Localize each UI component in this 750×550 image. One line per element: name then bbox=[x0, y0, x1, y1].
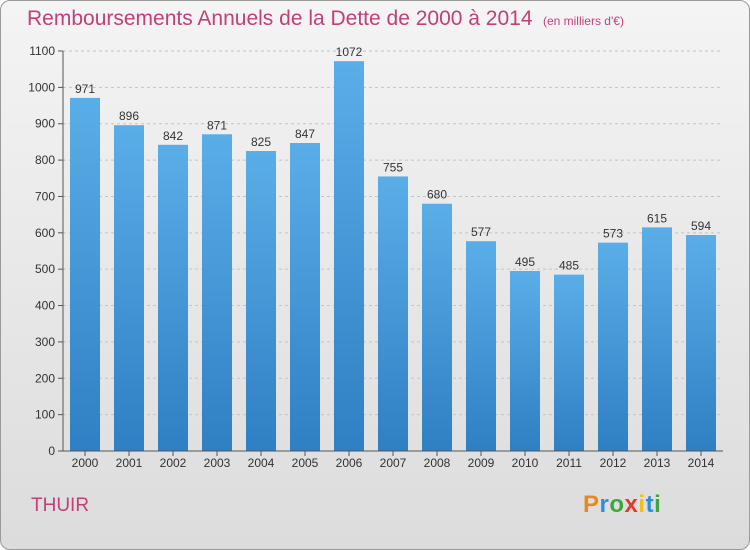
x-axis: 2000 2001 2002 2003 2004 2005 2006 2007 2008 2009… bbox=[63, 450, 723, 470]
bar-value-label: 755 bbox=[383, 160, 403, 174]
x-tick-label: 2008 bbox=[424, 456, 451, 470]
bar-value-label: 573 bbox=[603, 227, 623, 241]
bar-value-label: 847 bbox=[295, 127, 315, 141]
bar bbox=[686, 235, 716, 451]
bar bbox=[334, 61, 364, 451]
bar-value-label: 485 bbox=[559, 259, 579, 273]
bar bbox=[642, 227, 672, 451]
bar bbox=[246, 151, 276, 451]
y-tick-label: 500 bbox=[35, 262, 55, 276]
bar-value-label: 971 bbox=[75, 82, 95, 96]
bar bbox=[378, 176, 408, 452]
y-tick-label: 0 bbox=[48, 444, 55, 458]
bar-value-label: 577 bbox=[471, 225, 491, 239]
bar bbox=[290, 143, 320, 451]
bar bbox=[114, 125, 144, 451]
logo-letter: i bbox=[638, 491, 646, 518]
bar-value-label: 615 bbox=[647, 211, 667, 225]
bar-value-label: 896 bbox=[119, 109, 139, 123]
x-tick-label: 2009 bbox=[468, 456, 495, 470]
y-tick-label: 800 bbox=[35, 153, 55, 167]
bar-value-label: 1072 bbox=[336, 45, 363, 59]
x-tick-label: 2004 bbox=[248, 456, 275, 470]
logo-letter: x bbox=[624, 491, 639, 518]
bar-value-label: 594 bbox=[691, 219, 711, 233]
y-tick-label: 900 bbox=[35, 117, 55, 131]
bars bbox=[70, 61, 716, 452]
bar-value-label: 842 bbox=[163, 129, 183, 143]
proxiti-logo: Proxiti bbox=[583, 491, 661, 519]
x-tick-label: 2014 bbox=[688, 456, 715, 470]
bar-value-label: 825 bbox=[251, 135, 271, 149]
bar bbox=[510, 271, 540, 451]
bar bbox=[422, 203, 452, 451]
x-tick-label: 2003 bbox=[204, 456, 231, 470]
y-tick-label: 700 bbox=[35, 189, 55, 203]
x-tick-label: 2007 bbox=[380, 456, 407, 470]
bar bbox=[202, 134, 232, 452]
y-tick-label: 600 bbox=[35, 226, 55, 240]
y-tick-label: 300 bbox=[35, 335, 55, 349]
y-tick-label: 1000 bbox=[28, 80, 55, 94]
chart-subtitle: (en milliers d'€) bbox=[542, 14, 624, 28]
y-axis: 0 100 200 300 400 500 600 700 800 900 1000 1100 bbox=[28, 44, 64, 458]
logo-letter: i bbox=[654, 491, 662, 518]
x-tick-label: 2005 bbox=[292, 456, 319, 470]
bar bbox=[158, 144, 188, 451]
logo-letter: t bbox=[645, 491, 655, 518]
chart-title: Remboursements Annuels de la Dette de 20… bbox=[27, 7, 533, 30]
bar-value-label: 680 bbox=[427, 188, 447, 202]
bar-chart: 0 100 200 300 400 500 600 700 800 900 1000 1100 971… bbox=[28, 44, 723, 470]
logo-letter: P bbox=[583, 491, 600, 518]
title-row: Remboursements Annuels de la Dette de 20… bbox=[27, 7, 624, 31]
bar bbox=[466, 241, 496, 451]
x-tick-label: 2006 bbox=[336, 456, 363, 470]
x-tick-label: 2012 bbox=[600, 456, 627, 470]
value-labels: 971 896 842 871 825 847 1072 755 680 577 495 485 573… bbox=[75, 45, 711, 272]
y-tick-label: 1100 bbox=[29, 44, 55, 58]
x-tick-label: 2002 bbox=[160, 456, 187, 470]
bar bbox=[70, 97, 100, 451]
bar-value-label: 495 bbox=[515, 255, 535, 269]
bar bbox=[598, 242, 628, 451]
x-tick-label: 2013 bbox=[644, 456, 671, 470]
x-tick-label: 2011 bbox=[556, 456, 582, 470]
logo-letter: o bbox=[609, 491, 625, 518]
y-tick-label: 200 bbox=[35, 371, 55, 385]
x-tick-label: 2010 bbox=[512, 456, 539, 470]
bar bbox=[554, 274, 584, 451]
logo-letter: r bbox=[599, 491, 610, 518]
bar-value-label: 871 bbox=[207, 118, 227, 132]
y-tick-label: 100 bbox=[35, 408, 55, 422]
x-tick-label: 2000 bbox=[72, 456, 99, 470]
commune-name: THUIR bbox=[31, 495, 90, 516]
x-tick-label: 2001 bbox=[116, 456, 143, 470]
y-tick-label: 400 bbox=[35, 299, 55, 313]
